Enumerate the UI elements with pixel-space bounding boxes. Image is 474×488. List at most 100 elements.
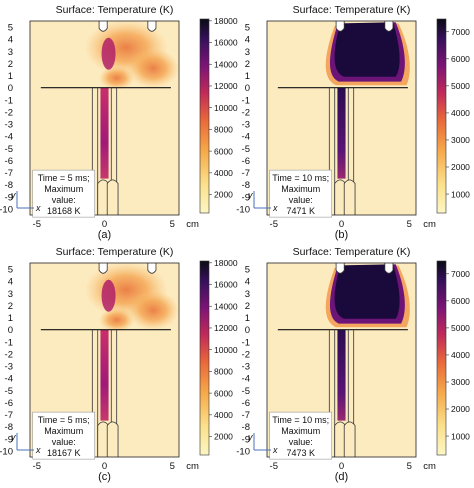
plume-right xyxy=(127,290,180,331)
colorbar-tick-label: 3000 xyxy=(451,377,470,387)
plume-left xyxy=(98,307,135,332)
panel-caption: (c) xyxy=(98,471,111,483)
axis-triad-y-label: y xyxy=(247,190,253,200)
electrode-tip xyxy=(343,179,356,215)
colorbar-tick-label: 4000 xyxy=(451,350,470,360)
colorbar-tick-label: 12000 xyxy=(214,81,238,91)
annotation-box xyxy=(269,411,333,460)
colorbar-tick-label: 8000 xyxy=(214,125,233,135)
plume-core xyxy=(334,22,400,77)
colorbar-tick-label: 5000 xyxy=(451,323,470,333)
axis-triad-y-label: y xyxy=(10,190,16,200)
axis-triad-x-label: x xyxy=(272,445,278,455)
y-tick-label: 0 xyxy=(8,325,13,336)
colorbar-tick-label: 1000 xyxy=(451,431,470,441)
top-notch xyxy=(147,21,157,32)
colorbar-tick-label: 12000 xyxy=(214,323,238,333)
y-tick-label: 2 xyxy=(8,301,13,312)
panel-c: Surface: Temperature (K)543210-1-2-3-4-5… xyxy=(0,246,238,483)
y-tick-label: -7 xyxy=(5,410,13,421)
plume-stem xyxy=(101,279,116,312)
y-tick-label: -4 xyxy=(242,132,250,143)
y-tick-label: 3 xyxy=(245,47,250,58)
y-tick-label: -1 xyxy=(242,337,250,348)
panel-title: Surface: Temperature (K) xyxy=(293,246,411,258)
panel-caption: (d) xyxy=(335,471,348,483)
colorbar-tick-label: 14000 xyxy=(214,301,238,311)
plume-right xyxy=(127,48,180,89)
y-tick-label: -5 xyxy=(242,144,250,155)
y-tick-label: -10 xyxy=(236,446,250,457)
y-tick-label: 2 xyxy=(8,59,13,70)
x-unit-label: cm xyxy=(186,219,199,230)
colorbar-tick-label: 14000 xyxy=(214,59,238,69)
y-tick-label: 1 xyxy=(8,313,13,324)
top-notch xyxy=(147,263,157,274)
y-tick-label: 0 xyxy=(245,325,250,336)
y-tick-label: 4 xyxy=(8,35,13,46)
top-notch xyxy=(384,21,394,32)
electrode-tip xyxy=(106,421,119,457)
y-tick-label: -4 xyxy=(5,374,13,385)
annotation-max-1: Maximum xyxy=(44,426,83,436)
y-tick-label: -8 xyxy=(5,422,13,433)
axis-triad-x-label: x xyxy=(272,203,278,213)
y-tick-label: 5 xyxy=(245,265,250,276)
y-tick-label: -7 xyxy=(5,168,13,179)
colorbar-tick-label: 1000 xyxy=(451,189,470,199)
plot-frame xyxy=(29,20,180,216)
y-tick-label: -9 xyxy=(242,192,250,203)
annotation-max-2: value: xyxy=(52,437,76,447)
y-tick-label: -3 xyxy=(242,120,250,131)
annotation-max-2: value: xyxy=(52,195,76,205)
y-tick-label: -6 xyxy=(5,398,13,409)
top-notch xyxy=(98,263,108,274)
x-tick-label: 0 xyxy=(339,219,344,230)
annotation-time: Time = 5 ms; xyxy=(38,415,90,425)
y-tick-label: 3 xyxy=(8,47,13,58)
y-tick-label: -1 xyxy=(242,95,250,106)
colorbar-tick-label: 6000 xyxy=(451,54,470,64)
colorbar-tick-label: 6000 xyxy=(214,388,233,398)
y-tick-label: 1 xyxy=(245,71,250,82)
y-tick-label: -3 xyxy=(242,362,250,373)
colorbar-tick-label: 5000 xyxy=(451,81,470,91)
x-tick-label: 5 xyxy=(407,461,412,472)
jet-column xyxy=(337,87,346,179)
colorbar-tick-label: 3000 xyxy=(451,135,470,145)
annotation-max-value: 7473 K xyxy=(286,448,315,458)
colorbar-tick-label: 6000 xyxy=(451,296,470,306)
annotation-max-2: value: xyxy=(289,437,313,447)
electrode-tip xyxy=(343,421,356,457)
panel-caption: (b) xyxy=(335,229,348,241)
top-notch xyxy=(98,21,108,32)
y-tick-label: -1 xyxy=(5,95,13,106)
colorbar xyxy=(436,260,447,456)
y-tick-label: -10 xyxy=(236,204,250,215)
y-tick-label: -7 xyxy=(242,168,250,179)
x-tick-label: 0 xyxy=(339,461,344,472)
y-tick-label: 3 xyxy=(8,289,13,300)
colorbar-tick-label: 2000 xyxy=(451,404,470,414)
annotation-box xyxy=(32,169,96,218)
y-tick-label: -6 xyxy=(242,156,250,167)
y-tick-label: 1 xyxy=(245,313,250,324)
y-tick-label: -6 xyxy=(242,398,250,409)
x-tick-label: -5 xyxy=(33,461,41,472)
axis-triad-y-label: y xyxy=(247,432,253,442)
colorbar-tick-label: 6000 xyxy=(214,146,233,156)
y-tick-label: -9 xyxy=(242,434,250,445)
x-tick-label: -5 xyxy=(270,219,278,230)
colorbar-tick-label: 2000 xyxy=(214,190,233,200)
x-tick-label: 0 xyxy=(102,219,107,230)
panel-caption: (a) xyxy=(98,229,111,241)
y-tick-label: -8 xyxy=(242,180,250,191)
y-tick-label: 4 xyxy=(8,277,13,288)
y-tick-label: 0 xyxy=(8,83,13,94)
jet-column xyxy=(100,87,109,179)
annotation-time: Time = 10 ms; xyxy=(272,415,329,425)
y-tick-label: 5 xyxy=(8,23,13,34)
y-tick-label: -2 xyxy=(242,349,250,360)
axis-triad-x-label: x xyxy=(35,445,41,455)
